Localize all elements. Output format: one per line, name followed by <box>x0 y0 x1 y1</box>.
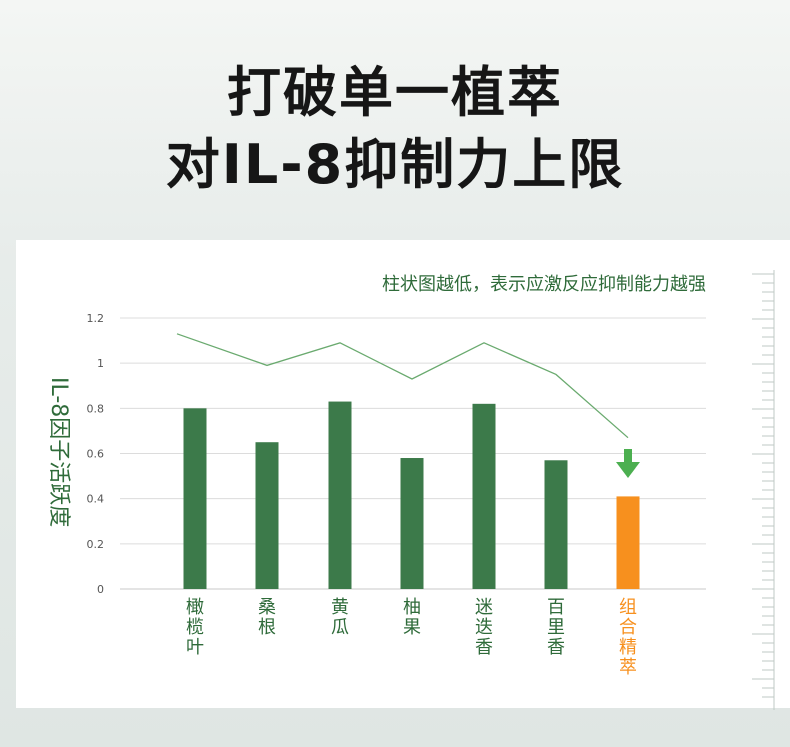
x-category-label: 黄瓜 <box>331 597 349 638</box>
bar-5 <box>472 403 496 589</box>
y-tick-label: 0.6 <box>87 448 105 461</box>
x-category-label: 百里香 <box>547 597 565 658</box>
x-category-label: 迷迭香 <box>475 597 493 658</box>
headline-line-2: 对IL-8抑制力上限 <box>165 133 625 196</box>
x-category-label: 橄榄叶 <box>186 597 204 658</box>
y-tick-label: 1 <box>97 357 104 370</box>
y-tick-label: 0 <box>97 583 104 596</box>
y-axis-label: IL-8因子活跃度 <box>46 377 71 527</box>
arrow-down-icon-head <box>616 462 640 478</box>
bar-7 <box>616 496 640 589</box>
bar-4 <box>400 458 424 589</box>
x-category-label: 桑根 <box>258 597 276 638</box>
y-tick-label: 1.2 <box>87 312 105 325</box>
headline-line-1: 打破单一植萃 <box>227 61 563 124</box>
x-category-label: 柚果 <box>403 597 421 638</box>
ruler-decoration <box>752 270 775 710</box>
bar-2 <box>255 442 279 589</box>
x-category-label: 组合精萃 <box>619 597 637 678</box>
y-tick-label: 0.8 <box>87 402 105 415</box>
chart-note: 柱状图越低，表示应激反应抑制能力越强 <box>382 274 706 295</box>
bar-6 <box>544 460 568 589</box>
trend-line <box>176 333 629 439</box>
bar-3 <box>328 401 352 589</box>
arrow-down-icon <box>624 449 632 463</box>
y-tick-label: 0.4 <box>87 493 105 506</box>
y-tick-label: 0.2 <box>87 538 105 551</box>
bar-1 <box>183 408 207 589</box>
